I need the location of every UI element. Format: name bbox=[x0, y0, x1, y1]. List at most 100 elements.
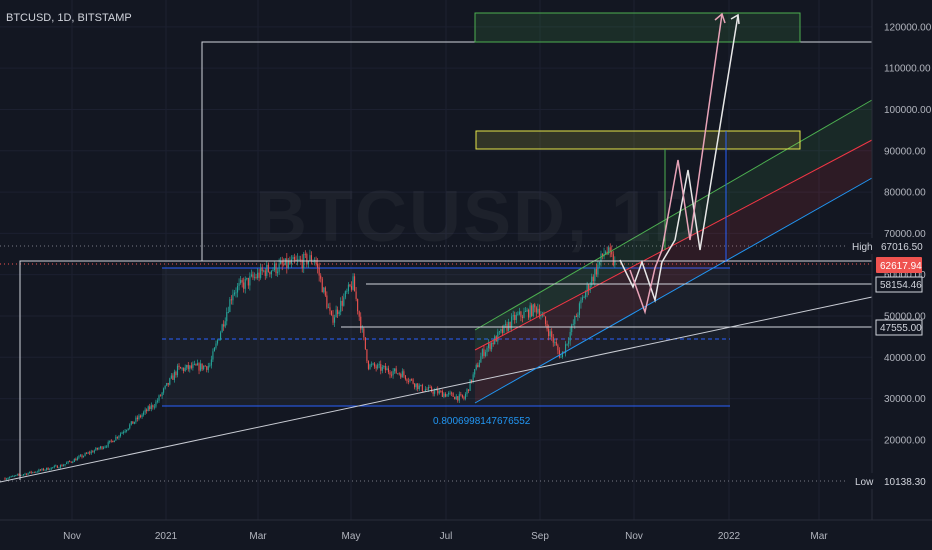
candle-body bbox=[424, 389, 426, 392]
candle-body bbox=[106, 446, 108, 448]
projection-arrowhead-white bbox=[730, 13, 740, 25]
drawings-back bbox=[0, 100, 872, 482]
candle-body bbox=[184, 367, 186, 372]
candle-body bbox=[144, 409, 146, 413]
candle-body bbox=[193, 363, 195, 365]
drawings-front bbox=[0, 12, 873, 483]
projection-path-white[interactable] bbox=[619, 14, 739, 303]
candle-body bbox=[301, 259, 303, 269]
candle-body bbox=[116, 436, 118, 438]
candle-body bbox=[511, 316, 513, 328]
candle-body bbox=[611, 251, 613, 255]
time-axis[interactable]: Nov 2021 Mar May Jul Sep Nov 2022 Mar bbox=[0, 519, 932, 550]
candle-body bbox=[343, 297, 345, 306]
candle-body bbox=[529, 305, 531, 318]
candle-body bbox=[340, 300, 342, 312]
price-tick-label: 110000.00 bbox=[884, 64, 931, 75]
time-tick-label: Mar bbox=[249, 531, 267, 542]
candle-body bbox=[438, 390, 440, 394]
candle-body bbox=[44, 469, 46, 471]
projection-arrowhead-pink bbox=[714, 12, 726, 24]
candle-body bbox=[166, 382, 168, 386]
candle-body bbox=[460, 394, 462, 395]
candle-body bbox=[264, 270, 266, 276]
candle-body bbox=[295, 259, 297, 261]
channel-top-line[interactable] bbox=[474, 99, 873, 331]
candle-body bbox=[7, 478, 9, 479]
candle-body bbox=[266, 264, 268, 276]
channel-bottom-line[interactable] bbox=[474, 177, 873, 404]
candle-body bbox=[358, 311, 360, 317]
candle-body bbox=[203, 365, 205, 370]
candle-body bbox=[389, 372, 391, 375]
projection-path-pink[interactable] bbox=[629, 13, 723, 315]
candle-body bbox=[463, 397, 465, 399]
candle-body bbox=[212, 351, 214, 360]
candle-body bbox=[477, 365, 479, 368]
candle-body bbox=[484, 352, 487, 356]
candle-body bbox=[156, 400, 159, 402]
candle-body bbox=[517, 314, 519, 316]
candle-body bbox=[575, 316, 577, 317]
target-box-middle[interactable] bbox=[475, 130, 801, 150]
candle-body bbox=[466, 389, 468, 395]
candle-body bbox=[392, 371, 394, 376]
candle-body bbox=[401, 371, 403, 378]
measure-outline[interactable] bbox=[19, 260, 872, 480]
candle-body bbox=[267, 264, 269, 272]
candle-body bbox=[4, 478, 6, 480]
candle-body bbox=[22, 474, 25, 476]
candle-body bbox=[474, 369, 476, 375]
candle-body bbox=[87, 452, 89, 454]
candle-body bbox=[164, 385, 166, 389]
candle-body bbox=[387, 368, 390, 373]
symbol-label[interactable]: BTCUSD, 1D, BITSTAMP bbox=[6, 12, 132, 24]
candle-body bbox=[5, 478, 8, 480]
candle-body bbox=[366, 349, 368, 362]
candle-body bbox=[321, 278, 323, 293]
candle-body bbox=[220, 332, 222, 340]
candle-body bbox=[535, 307, 537, 313]
low-tag-value: 10138.30 bbox=[884, 477, 926, 488]
candle-body bbox=[568, 341, 570, 344]
time-tick-label: Sep bbox=[531, 531, 549, 542]
candle-body bbox=[554, 341, 556, 343]
candle-body bbox=[534, 304, 536, 308]
target-box-upper[interactable] bbox=[474, 12, 801, 43]
candle-body bbox=[594, 269, 596, 282]
candle-body bbox=[434, 390, 436, 394]
candle-body bbox=[347, 284, 349, 292]
candle-body bbox=[186, 364, 188, 368]
range-box[interactable] bbox=[162, 268, 730, 406]
high-tag-value: 67016.50 bbox=[881, 242, 923, 253]
candle-body bbox=[261, 267, 263, 272]
time-tick-label: Jul bbox=[440, 531, 453, 542]
candle-body bbox=[360, 316, 362, 330]
candle-body bbox=[32, 472, 34, 473]
candle-body bbox=[93, 450, 95, 453]
candle-body bbox=[9, 477, 11, 479]
candle-body bbox=[18, 474, 20, 476]
price-axis[interactable]: 120000.00 110000.00 100000.00 90000.00 80000… bbox=[848, 0, 932, 520]
candle-body bbox=[537, 308, 539, 313]
candle-body bbox=[21, 474, 23, 476]
candle-body bbox=[383, 365, 385, 368]
candle-body bbox=[327, 307, 329, 309]
candle-body bbox=[452, 393, 454, 397]
candle-body bbox=[324, 287, 326, 296]
candle-body bbox=[206, 366, 208, 370]
candle-body bbox=[551, 331, 553, 338]
candle-body bbox=[304, 253, 306, 255]
channel-mid-line[interactable] bbox=[474, 139, 873, 351]
candle-body bbox=[29, 471, 31, 474]
candle-body bbox=[483, 349, 485, 356]
candle-body bbox=[236, 285, 239, 293]
candle-body bbox=[352, 276, 354, 290]
candle-body bbox=[33, 472, 35, 473]
candle-body bbox=[467, 389, 470, 391]
candle-body bbox=[252, 274, 254, 278]
long-trendline[interactable] bbox=[0, 296, 873, 483]
candle-body bbox=[263, 270, 265, 272]
candle-body bbox=[192, 364, 194, 368]
